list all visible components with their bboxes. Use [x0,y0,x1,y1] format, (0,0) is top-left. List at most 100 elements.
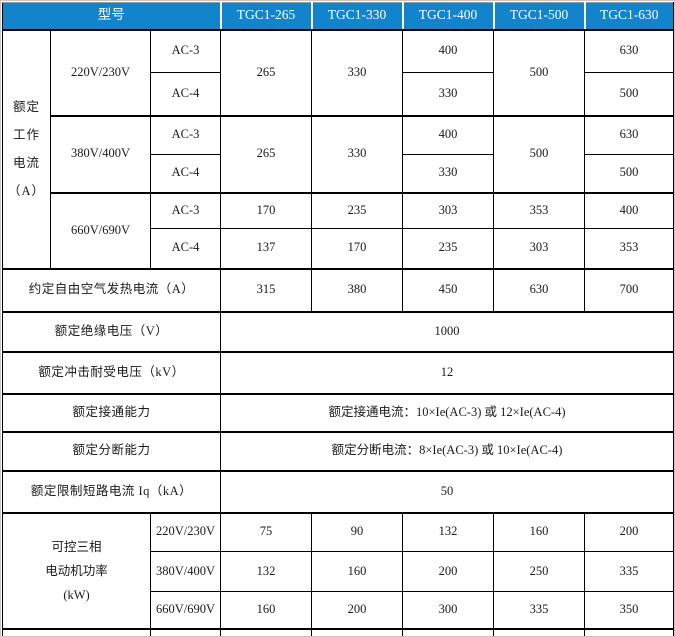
model-column-header: TGC1-265 [219,2,313,31]
value-cell: 160 [220,591,312,629]
model-column-header: TGC1-630 [583,2,674,31]
value-cell: 额定分断电流：8×Ie(AC-3) 或 10×Ie(AC-4) [220,430,674,471]
voltage-label: 380V/400V [50,114,151,193]
value-cell: 500 [493,114,585,193]
value-cell: 500 [584,72,674,116]
row-label: 额定冲击耐受电压（kV） [2,350,221,394]
label-line: （A） [7,184,46,198]
value-cell: 330 [402,72,494,116]
value-cell: 170 [311,228,403,269]
value-cell: 353 [584,228,674,269]
value-cell: 350 [584,591,674,629]
value-cell: 500 [493,29,585,116]
voltage-label: 380V/400V [150,551,221,592]
value-cell: 630 [584,114,674,155]
value-cell: 303 [402,191,494,229]
rated-current-380-ac4-row: AC-4 330 500 [3,154,674,193]
rated-current-380-ac3-row: 380V/400V AC-3 265 330 400 500 630 [3,114,674,193]
cutoff-cell [150,627,221,636]
label-line: 电动机功率 [45,563,108,578]
rated-current-220-ac3-row: 额定 工作 电流 （A） 220V/230V AC-3 265 330 400 … [2,29,674,269]
value-cell: 75 [220,511,312,552]
cutoff-cell [402,627,494,636]
value-cell: 235 [311,191,403,229]
value-cell: 400 [584,191,674,229]
model-column-header: TGC1-330 [310,2,404,31]
label-line: 电流 [12,156,40,170]
voltage-label: 660V/690V [150,591,221,629]
value-cell: 132 [220,551,312,592]
making-capacity-row: 额定接通能力 额定接通电流：10×Ie(AC-3) 或 12×Ie(AC-4) [2,392,674,432]
label-line: 可控三相 [51,539,102,554]
value-cell: 450 [402,267,494,312]
category-label: AC-3 [150,114,221,155]
category-label: AC-3 [150,29,221,73]
value-cell: 630 [584,29,674,73]
category-label: AC-4 [150,228,221,269]
label-line: 工作 [12,128,40,142]
label-line: 额定 [12,100,40,114]
rated-current-660-ac3-row: 660V/690V AC-3 170 235 303 353 400 [3,191,674,269]
row-label: 额定限制短路电流 Iq（kA） [2,469,221,513]
rated-current-220-ac4-row: AC-4 330 500 [3,72,674,116]
value-cell: 90 [311,511,403,552]
value-cell: 1000 [220,310,674,352]
voltage-label: 220V/230V [150,511,221,552]
value-cell: 330 [311,114,403,193]
value-cell: 50 [220,469,674,513]
rated-current-section-label: 额定 工作 电流 （A） [2,29,51,269]
value-cell: 265 [220,29,312,116]
value-cell: 500 [584,154,674,193]
value-cell: 400 [402,114,494,155]
rated-current-660-ac4-row: AC-4 137 170 235 303 353 [3,228,674,269]
value-cell: 630 [493,267,585,312]
breaking-capacity-row: 额定分断能力 额定分断电流：8×Ie(AC-3) 或 10×Ie(AC-4) [2,430,674,471]
model-column-header: TGC1-500 [492,2,586,31]
cutoff-cell [2,627,151,636]
value-cell: 160 [493,511,585,552]
row-label: 额定分断能力 [2,430,221,471]
cutoff-cell [584,627,674,636]
value-cell: 700 [584,267,674,312]
impulse-voltage-row: 额定冲击耐受电压（kV） 12 [2,350,674,394]
value-cell: 335 [493,591,585,629]
voltage-label: 660V/690V [50,191,151,269]
value-cell: 315 [220,267,312,312]
cutoff-cell [493,627,585,636]
motor-power-section-label: 可控三相 电动机功率 (kW) [2,511,151,629]
category-label: AC-4 [150,154,221,193]
thermal-current-row: 约定自由空气发热电流（A） 315 380 450 630 700 [2,267,674,312]
value-cell: 235 [402,228,494,269]
value-cell: 330 [311,29,403,116]
row-label: 额定绝缘电压（V） [2,310,221,352]
value-cell: 250 [493,551,585,592]
value-cell: 300 [402,591,494,629]
value-cell: 330 [402,154,494,193]
value-cell: 132 [402,511,494,552]
value-cell: 170 [220,191,312,229]
model-header-label: 型号 [2,2,222,31]
value-cell: 380 [311,267,403,312]
insulation-voltage-row: 额定绝缘电压（V） 1000 [2,310,674,352]
category-label: AC-4 [150,72,221,116]
model-column-header: TGC1-400 [401,2,495,31]
cutoff-row [2,627,674,636]
short-circuit-current-row: 额定限制短路电流 Iq（kA） 50 [2,469,674,513]
value-cell: 200 [584,511,674,552]
value-cell: 265 [220,114,312,193]
value-cell: 12 [220,350,674,394]
value-cell: 额定接通电流：10×Ie(AC-3) 或 12×Ie(AC-4) [220,392,674,432]
value-cell: 335 [584,551,674,592]
label-line: (kW) [63,587,90,602]
cutoff-cell [220,627,312,636]
value-cell: 400 [402,29,494,73]
value-cell: 303 [493,228,585,269]
row-label: 额定接通能力 [2,392,221,432]
motor-power-660-row: 660V/690V 160 200 300 335 350 [3,591,674,629]
cutoff-cell [311,627,403,636]
value-cell: 160 [311,551,403,592]
row-label: 约定自由空气发热电流（A） [2,267,221,312]
value-cell: 200 [402,551,494,592]
